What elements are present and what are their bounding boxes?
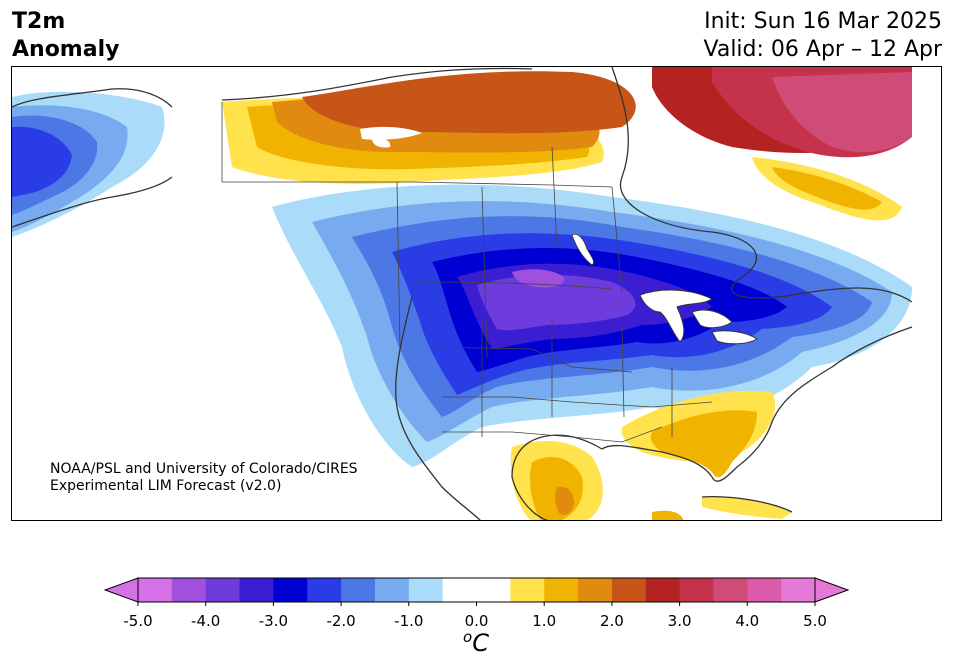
caribbean-warm-gold xyxy=(652,510,684,520)
colorbar-swatch xyxy=(442,578,477,602)
colorbar-swatch xyxy=(307,578,342,602)
coastlines xyxy=(12,67,913,520)
colorbar-tick-label: -4.0 xyxy=(191,612,221,630)
florida-warm-gold xyxy=(650,410,757,478)
mexico-warm-orange xyxy=(555,486,574,515)
colorbar-swatch xyxy=(679,578,714,602)
labrador-warm-gold xyxy=(772,167,882,210)
canada-warm-rust xyxy=(302,71,636,134)
colorbar-tick-label: 1.0 xyxy=(532,612,557,630)
colorbar-tick-label: 2.0 xyxy=(599,612,624,630)
colorbar-tick-label: -5.0 xyxy=(123,612,153,630)
credit-line-2: Experimental LIM Forecast (v2.0) xyxy=(50,478,282,494)
lake-winnipeg xyxy=(571,233,595,266)
forecast-dates: Init: Sun 16 Mar 2025 Valid: 06 Apr – 12… xyxy=(704,8,943,64)
colorbar-extend-low xyxy=(103,577,139,603)
colorbar-tick-label: 4.0 xyxy=(735,612,760,630)
colorbar-unit: oC xyxy=(463,628,489,657)
great-lakes xyxy=(639,289,758,345)
cold-purple-core xyxy=(512,269,565,288)
colorbar-swatch xyxy=(273,578,308,602)
colorbar-swatch xyxy=(611,578,647,602)
credit-text: NOAA/PSL and University of Colorado/CIRE… xyxy=(50,461,358,495)
colorbar-tick-label: -2.0 xyxy=(326,612,356,630)
colorbar-swatch xyxy=(578,578,613,602)
colorbar-tick-label: 3.0 xyxy=(667,612,692,630)
colorbar-tick-label: -1.0 xyxy=(394,612,424,630)
cuba-warm-yellow xyxy=(702,496,792,519)
title-line-1: T2m xyxy=(12,9,66,34)
colorbar-swatch xyxy=(138,578,173,602)
colorbar-swatch xyxy=(781,578,816,602)
colorbar-swatch xyxy=(408,578,444,602)
colorbar-swatch xyxy=(510,578,545,602)
unit-letter: C xyxy=(472,629,489,657)
colorbar-swatch xyxy=(476,578,511,602)
colorbar-swatch xyxy=(239,578,274,602)
colorbar-swatch xyxy=(341,578,376,602)
arctic-warm-pink xyxy=(772,72,912,153)
alaska-anomaly-deep xyxy=(12,126,72,197)
colorbar-swatch xyxy=(747,578,782,602)
colorbar-swatch xyxy=(205,578,241,602)
colorbar-tick-label: 0.0 xyxy=(464,612,489,630)
borders xyxy=(221,102,713,443)
init-date: Init: Sun 16 Mar 2025 xyxy=(704,9,942,34)
cold-violet xyxy=(477,274,636,331)
colorbar-swatch xyxy=(645,578,681,602)
colorbar-swatch xyxy=(171,578,207,602)
map-canvas xyxy=(12,67,913,520)
colorbar-swatch xyxy=(713,578,748,602)
valid-period: Valid: 06 Apr – 12 Apr xyxy=(703,37,943,62)
chart-title: T2m Anomaly xyxy=(12,8,119,64)
colorbar-ticks: -5.0 -4.0 -3.0 -2.0 -1.0 0.0 1.0 2.0 3.0 4.0 5.0 xyxy=(0,612,954,632)
title-line-2: Anomaly xyxy=(12,37,120,62)
colorbar-swatch xyxy=(544,578,579,602)
colorbar-tick-label: -3.0 xyxy=(258,612,289,630)
colorbar-tick-label: 5.0 xyxy=(803,612,827,630)
unit-degree: o xyxy=(463,628,473,646)
colorbar-extend-high xyxy=(814,577,850,603)
colorbar-swatch xyxy=(374,578,410,602)
credit-line-1: NOAA/PSL and University of Colorado/CIRE… xyxy=(50,461,358,477)
anomaly-map[interactable]: NOAA/PSL and University of Colorado/CIRE… xyxy=(11,66,942,521)
hudson-bay-island xyxy=(360,126,422,148)
